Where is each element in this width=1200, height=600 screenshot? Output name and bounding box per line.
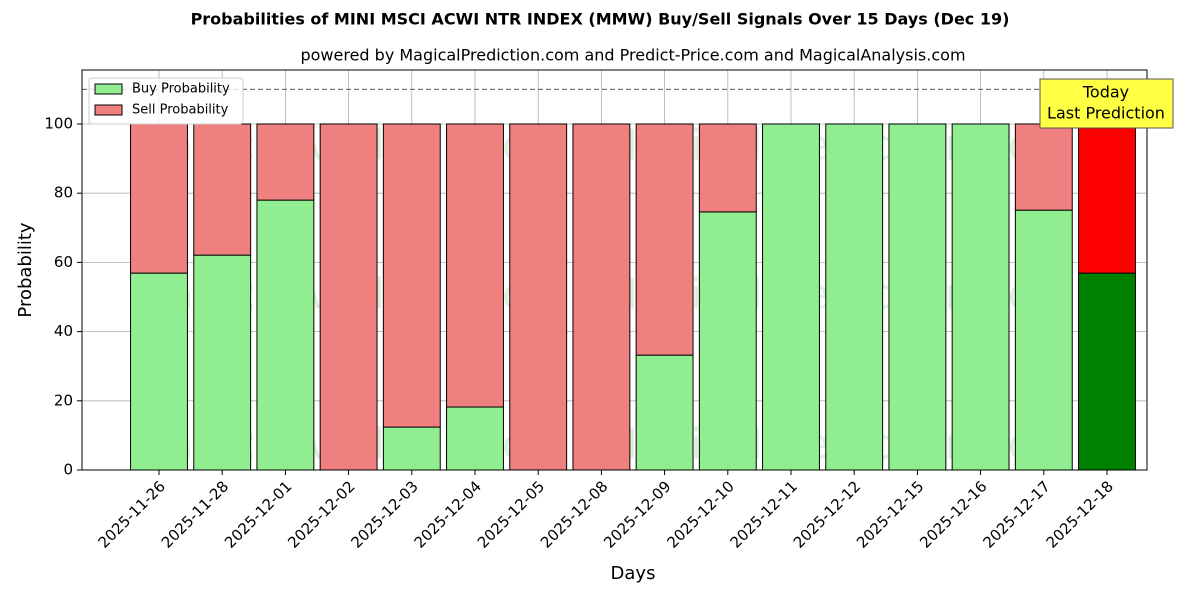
bar: [193, 123, 252, 256]
bar: [382, 123, 441, 428]
bar: [256, 199, 315, 471]
plot-frame: [81, 69, 1148, 471]
bar: [698, 211, 757, 471]
bar: [698, 123, 757, 213]
bar: [509, 123, 568, 471]
bar: [446, 406, 504, 471]
bar: [762, 123, 820, 471]
annotation-box: [1039, 78, 1174, 129]
legend-swatch: [94, 83, 123, 95]
y-tick-label: 20: [54, 391, 73, 409]
chart-title: Probabilities of MINI MSCI ACWI NTR INDE…: [191, 10, 1010, 29]
x-axis-label: Days: [611, 563, 656, 584]
bar: [1014, 123, 1073, 211]
bar: [256, 123, 315, 201]
legend-label: Sell Probability: [132, 103, 229, 118]
bar: [951, 123, 1010, 471]
legend-label: Buy Probability: [132, 82, 230, 97]
bar: [130, 123, 188, 274]
bar: [635, 123, 694, 356]
y-tick-label: 60: [54, 253, 73, 271]
bar: [1078, 272, 1136, 471]
bar: [319, 123, 378, 471]
y-tick-label: 80: [54, 184, 73, 202]
bar: [382, 426, 441, 471]
annotation-text: Last Prediction: [1047, 104, 1165, 123]
bar: [1014, 209, 1073, 471]
annotation-text: Today: [1082, 83, 1129, 102]
bar: [130, 272, 188, 471]
bar: [1078, 123, 1136, 274]
bar: [635, 354, 694, 471]
bar: [446, 123, 504, 408]
bar: [193, 254, 252, 471]
y-tick-label: 100: [44, 114, 73, 132]
y-tick-label: 0: [63, 461, 73, 479]
chart-subtitle: powered by MagicalPrediction.com and Pre…: [300, 46, 965, 65]
legend-swatch: [94, 104, 123, 116]
bar: [888, 123, 947, 471]
bar: [572, 123, 631, 471]
y-tick-label: 40: [54, 322, 73, 340]
bar: [825, 123, 884, 471]
legend-box: [88, 77, 244, 125]
y-axis-label: Probability: [15, 222, 36, 317]
